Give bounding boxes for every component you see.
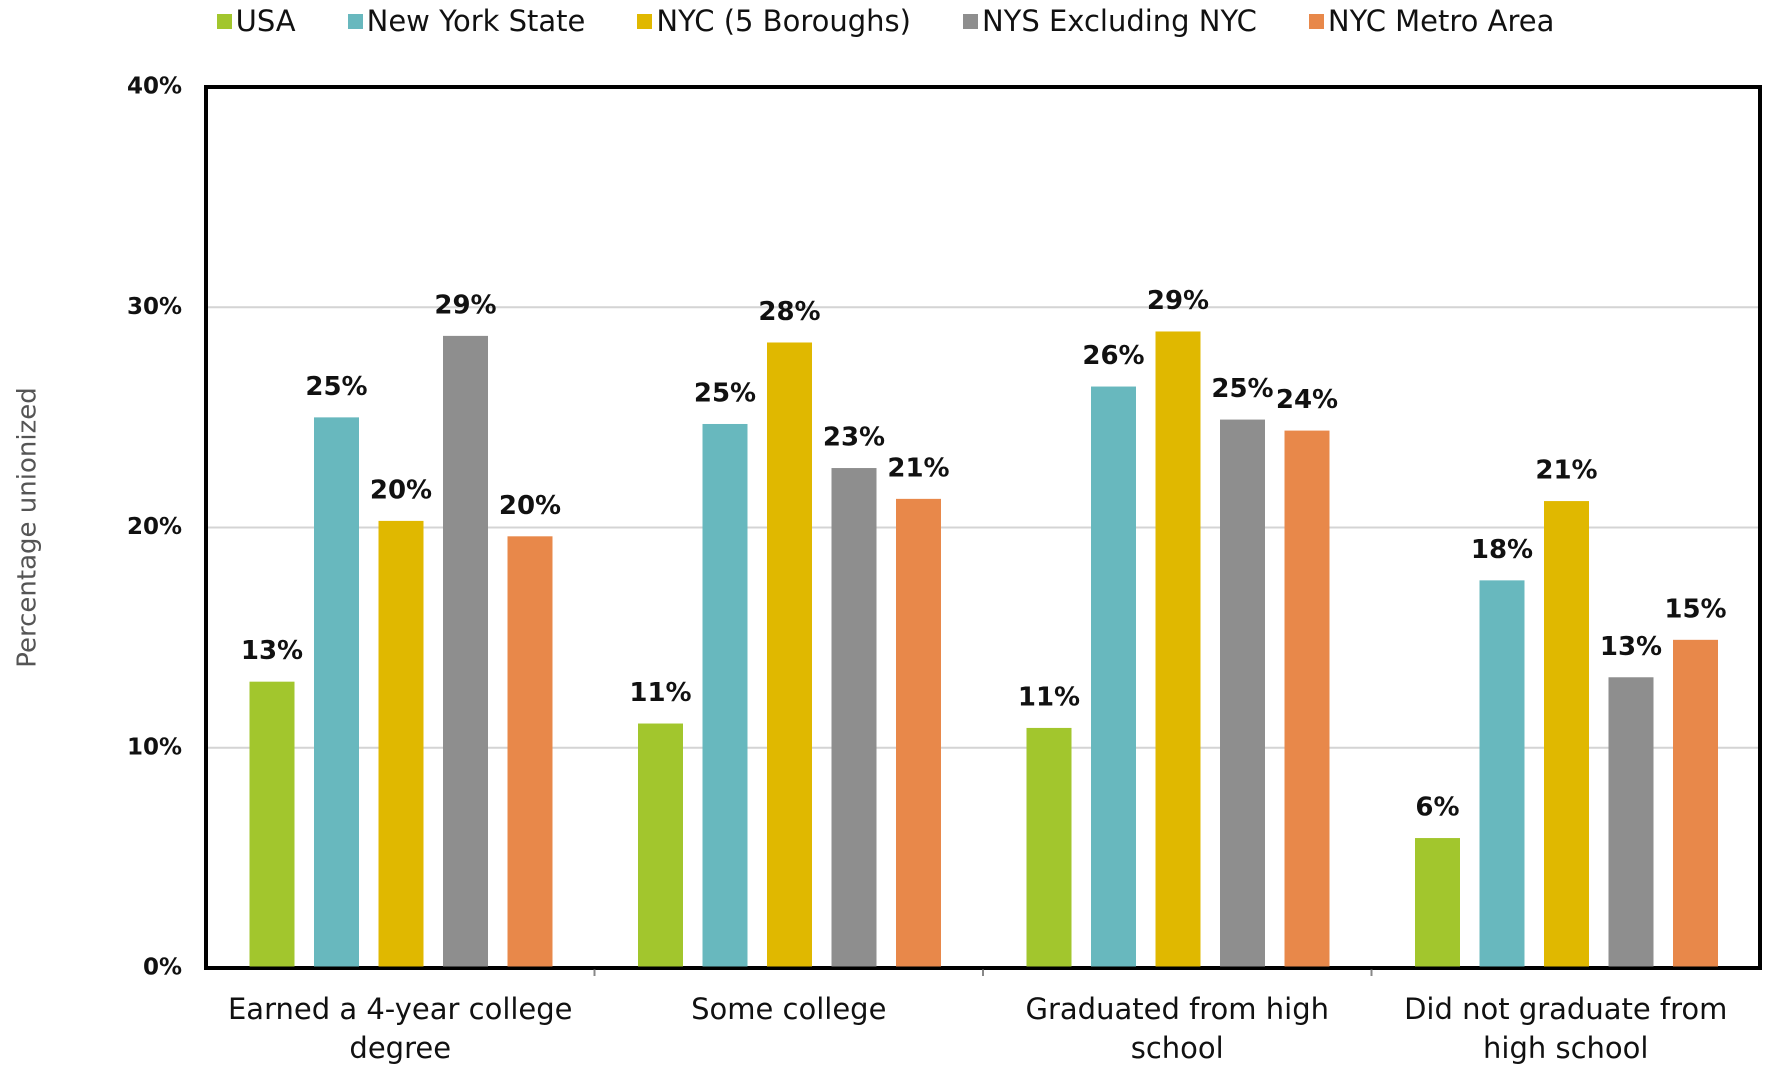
y-tick-label: 30% (127, 294, 182, 320)
value-label: 20% (499, 491, 561, 521)
bar (507, 536, 553, 968)
x-tick-label: Some college (691, 992, 887, 1026)
value-label: 13% (241, 636, 303, 666)
bar (1608, 677, 1654, 968)
legend-swatch (347, 13, 363, 29)
legend-item: NYS Excluding NYC (962, 4, 1257, 38)
legend-label: USA (235, 4, 296, 38)
value-label: 20% (370, 475, 432, 505)
legend: USA New York State NYC (5 Boroughs) NYS Exc… (0, 4, 1771, 38)
value-label: 23% (823, 423, 885, 453)
value-label: 13% (1600, 632, 1662, 662)
value-label: 11% (629, 678, 691, 708)
value-label: 21% (887, 453, 949, 483)
y-tick-label: 10% (127, 734, 182, 760)
y-tick-label: 20% (127, 514, 182, 540)
value-label: 6% (1415, 793, 1459, 823)
legend-item: NYC (5 Boroughs) (637, 4, 911, 38)
legend-swatch (962, 13, 978, 29)
bar (249, 681, 295, 968)
bar (1544, 501, 1589, 968)
value-label: 29% (434, 290, 496, 320)
y-tick-label: 40% (127, 74, 182, 100)
legend-swatch (1308, 13, 1324, 29)
legend-label: NYC (5 Boroughs) (656, 4, 911, 38)
value-label: 25% (305, 372, 367, 402)
legend-item: NYC Metro Area (1308, 4, 1555, 38)
value-label: 21% (1535, 456, 1597, 486)
bar (1284, 430, 1330, 969)
bar (378, 520, 424, 968)
legend-label: NYS Excluding NYC (981, 4, 1257, 38)
y-tick-label: 0% (143, 955, 182, 981)
x-tick-label: Graduated from high school (1025, 992, 1330, 1065)
bar (767, 342, 812, 968)
bar (1155, 331, 1201, 968)
legend-item: USA (216, 4, 296, 38)
value-label: 15% (1664, 594, 1726, 624)
value-label: 25% (1211, 374, 1273, 404)
value-label: 25% (694, 378, 756, 408)
legend-item: New York State (347, 4, 586, 38)
bar (1026, 727, 1072, 968)
bar (1479, 580, 1525, 968)
value-label: 18% (1471, 535, 1533, 565)
value-label: 26% (1082, 341, 1144, 371)
legend-swatch (637, 13, 653, 29)
y-axis-label: Percentage unionized (13, 387, 43, 667)
bar (1220, 419, 1265, 968)
value-label: 28% (758, 297, 820, 327)
x-tick-label: Did not graduate from high school (1404, 992, 1728, 1065)
bar (314, 417, 359, 968)
legend-swatch (216, 13, 232, 29)
legend-label: NYC Metro Area (1327, 4, 1555, 38)
bar (896, 498, 941, 968)
legend-label: New York State (366, 4, 586, 38)
bar (702, 423, 748, 968)
bar (638, 723, 683, 968)
value-label: 24% (1276, 385, 1338, 415)
bar (831, 468, 877, 968)
value-label: 29% (1147, 286, 1209, 316)
bar (1091, 386, 1136, 968)
bar (443, 335, 488, 968)
value-label: 11% (1018, 682, 1080, 712)
x-tick-label: Earned a 4-year college degree (227, 992, 573, 1065)
bar (1415, 838, 1460, 968)
bar (1673, 639, 1718, 968)
